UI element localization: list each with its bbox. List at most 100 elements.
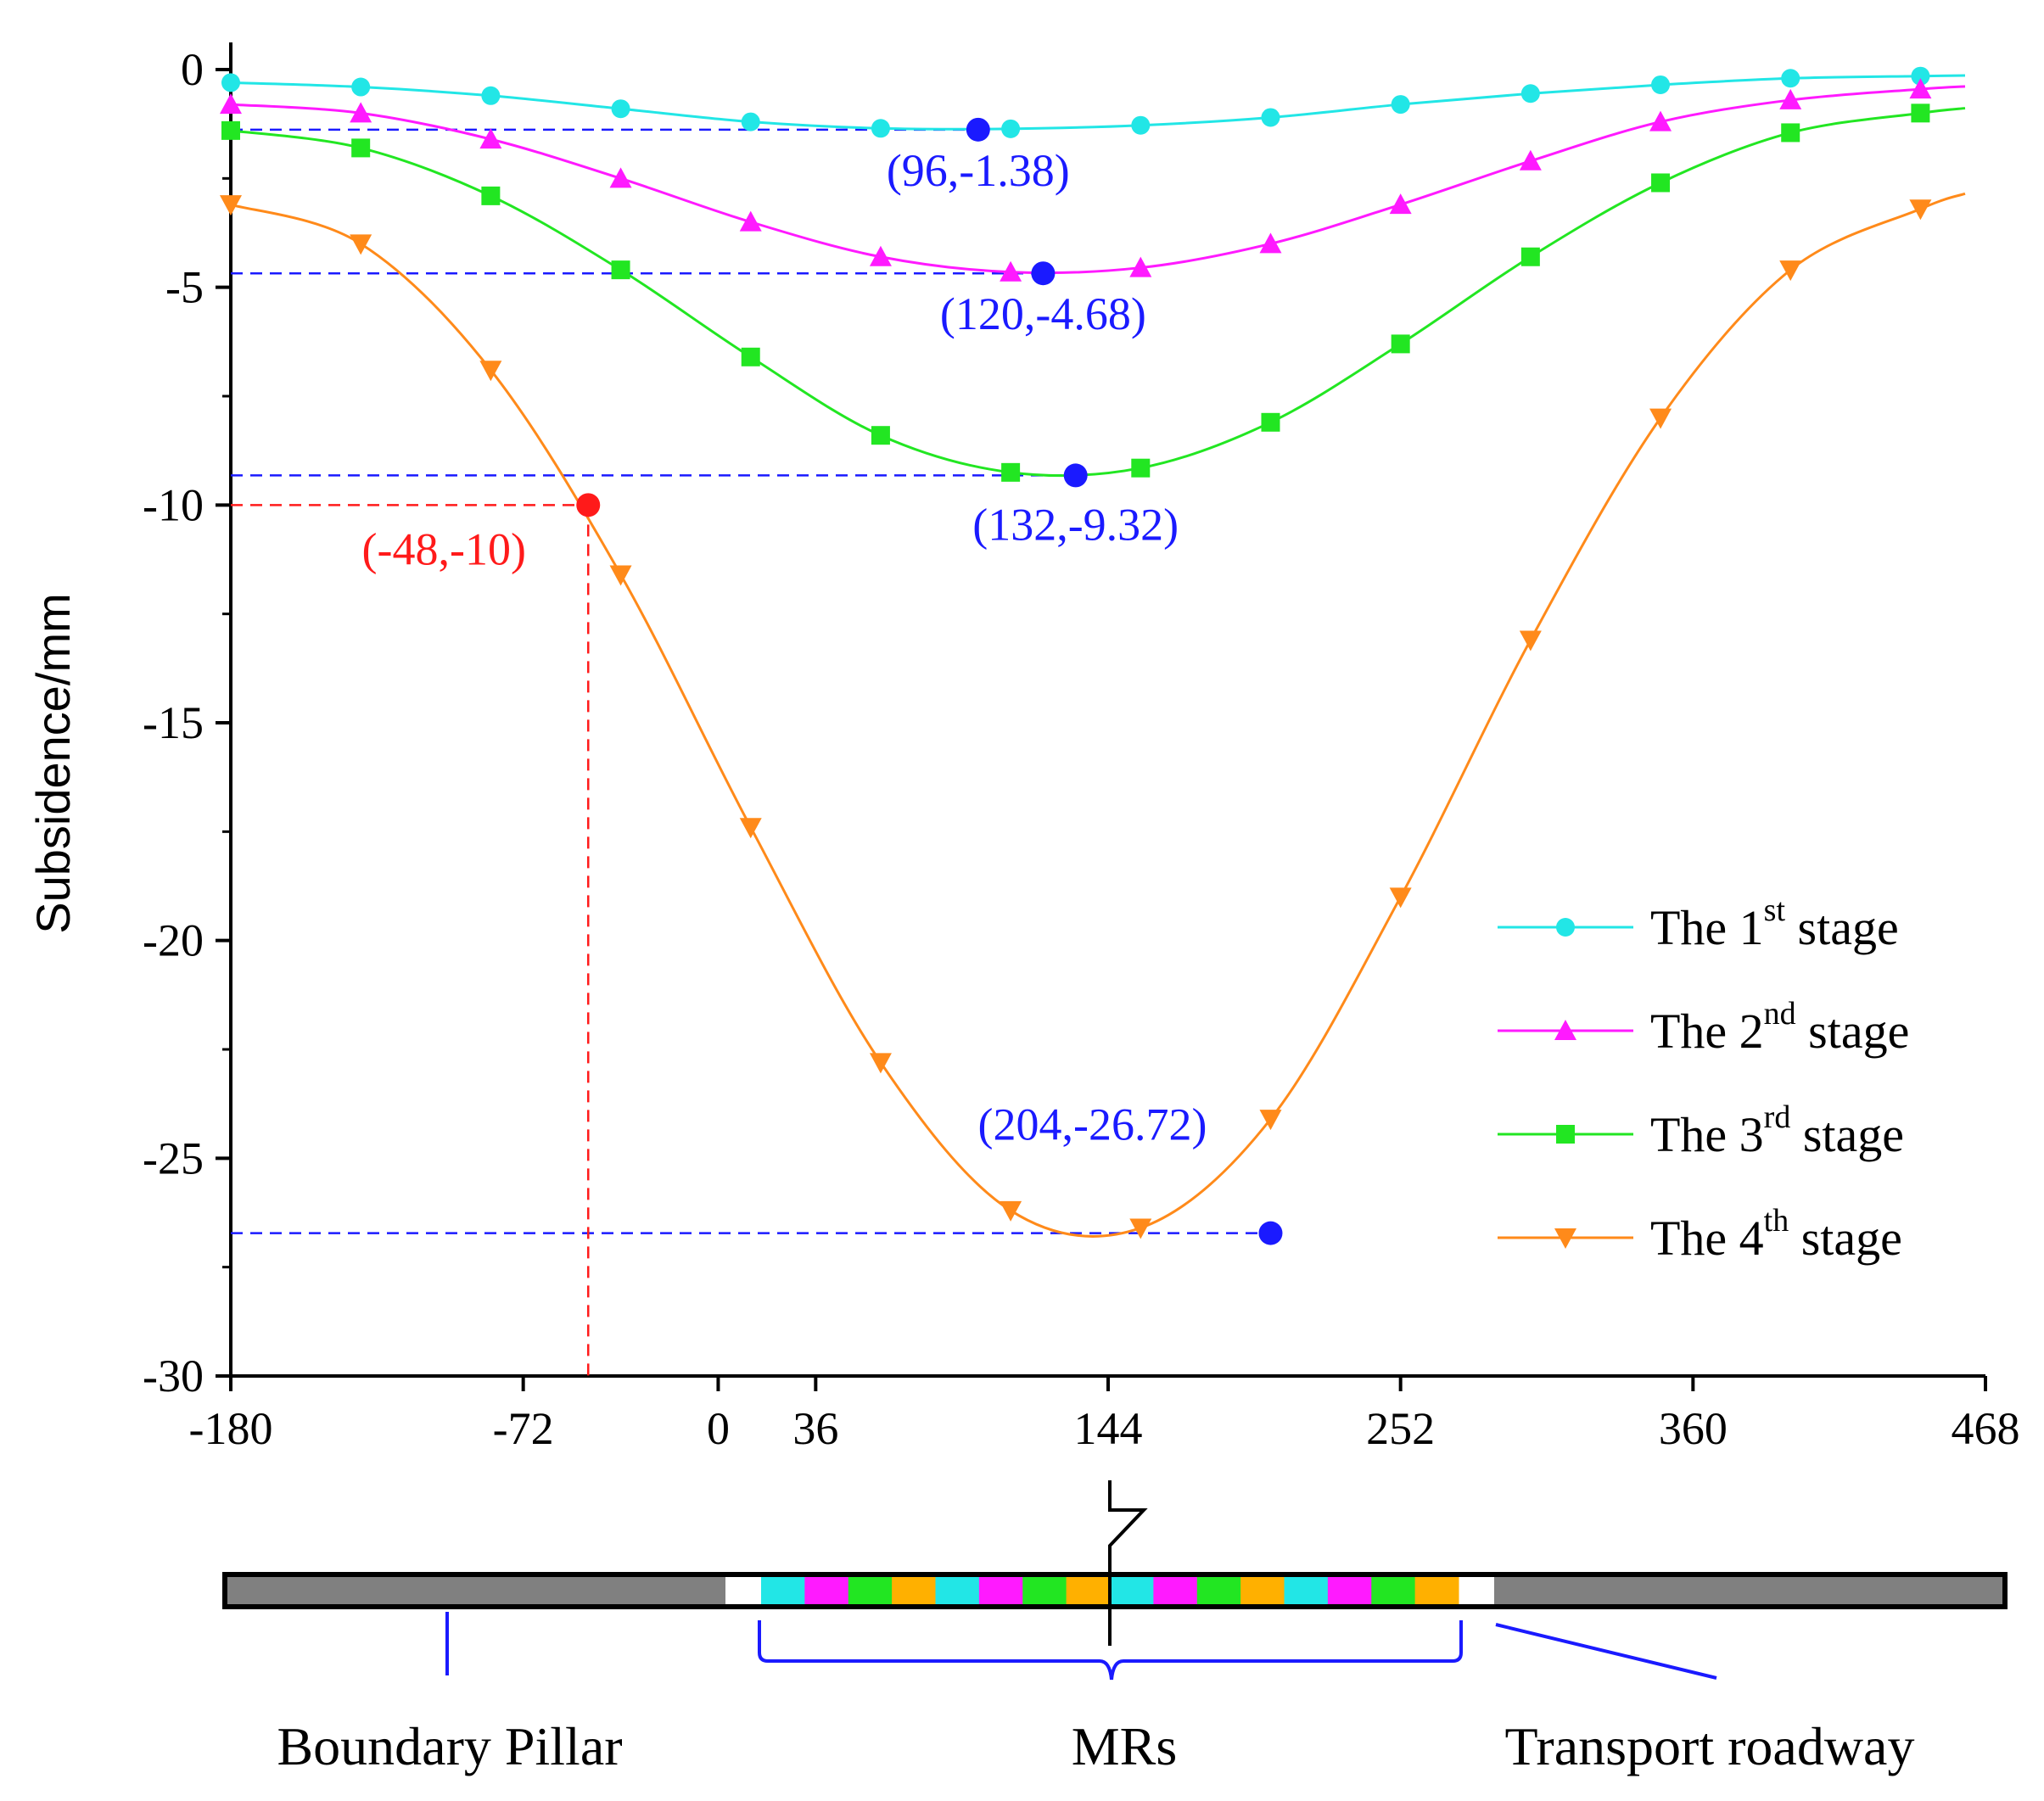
data-point (1519, 630, 1542, 652)
data-point (1554, 1228, 1576, 1249)
y-tick-label: -30 (143, 1351, 204, 1401)
data-point (1131, 115, 1151, 135)
annotations: (96,-1.38) (120,-4.68) (132,-9.32) (204,-26… (362, 117, 1283, 1245)
boundary-pillar-label: Boundary Pillar (277, 1716, 622, 1776)
transport-roadway-pointer (1495, 1623, 1717, 1680)
annotation-point (1031, 261, 1056, 286)
series-2 (220, 78, 1966, 282)
data-point (1911, 66, 1930, 86)
data-point (869, 245, 892, 266)
data-point (1781, 69, 1800, 88)
data-point (1649, 408, 1672, 429)
mining-room-cell (978, 1577, 1023, 1604)
series-line (230, 74, 1966, 131)
mining-room-cell (1414, 1577, 1459, 1604)
y-tick-label: -5 (165, 262, 204, 313)
x-ticks: -180 -72 0 36 144 252 360 468 (189, 1376, 2020, 1454)
mining-room-cell (1240, 1577, 1285, 1604)
annotation-label: (132,-9.32) (972, 499, 1179, 550)
data-point (481, 186, 501, 205)
data-point (1909, 199, 1932, 221)
annotation-label: (204,-26.72) (978, 1099, 1207, 1150)
mining-room-cell (848, 1577, 893, 1604)
data-point (1259, 232, 1282, 254)
x-tick-label: -72 (493, 1403, 554, 1454)
y-tick-label: -10 (143, 479, 204, 530)
data-point (739, 210, 762, 232)
data-point (1129, 256, 1152, 277)
data-point (479, 361, 502, 382)
data-point (220, 93, 242, 115)
mining-room-cell (935, 1577, 980, 1604)
x-tick-label: 144 (1074, 1403, 1143, 1454)
data-point (1651, 75, 1671, 94)
mining-diagram: Boundary Pillar MRs Transport roadway (222, 1480, 2008, 1776)
x-tick-label: 360 (1659, 1403, 1728, 1454)
series-line (230, 85, 1966, 275)
data-point (739, 818, 762, 839)
annotation-guides (231, 128, 1271, 1376)
data-point (741, 347, 760, 366)
mining-room-cell (1284, 1577, 1329, 1604)
x-tick-label: 0 (707, 1403, 730, 1454)
data-point (1391, 334, 1410, 354)
data-point (1259, 1110, 1282, 1131)
legend-label: The 1st stage (1650, 892, 1899, 955)
data-point (1779, 260, 1802, 282)
mining-room-cell (1022, 1577, 1067, 1604)
data-point (1651, 173, 1671, 193)
left-gap (725, 1577, 761, 1604)
annotation-point (1063, 463, 1088, 488)
data-point (609, 565, 632, 586)
mining-room-cell (1371, 1577, 1416, 1604)
series-line (230, 192, 1966, 1238)
mining-room-cell (1110, 1577, 1154, 1604)
mining-room-cell (804, 1577, 849, 1604)
data-point (1001, 462, 1021, 482)
annotation-point (1258, 1221, 1283, 1245)
data-point (1000, 1200, 1022, 1222)
data-point (1261, 108, 1280, 127)
data-point (1001, 119, 1021, 138)
x-tick-label: 252 (1366, 1403, 1435, 1454)
series-3 (221, 103, 1966, 482)
data-point (869, 1053, 892, 1074)
mining-room-cell (1066, 1577, 1111, 1604)
legend-label: The 3rd stage (1650, 1099, 1904, 1162)
mining-room-cell (761, 1577, 805, 1604)
legend: The 1st stage The 2nd stage The 3rd stage T… (1498, 892, 1909, 1266)
data-point (481, 86, 501, 105)
right-gap (1459, 1577, 1494, 1604)
data-point (1129, 1218, 1152, 1239)
data-point (1519, 149, 1542, 171)
mining-room-cell (1327, 1577, 1372, 1604)
data-point (1911, 103, 1930, 123)
annotation-point (576, 493, 601, 517)
series-layer (220, 66, 1966, 1239)
data-point (350, 102, 372, 123)
data-point (1520, 84, 1540, 103)
data-point (1556, 918, 1575, 937)
legend-item: The 3rd stage (1498, 1099, 1904, 1162)
series-1 (221, 66, 1966, 138)
legend-label: The 4th stage (1650, 1203, 1902, 1266)
y-tick-label: -20 (143, 915, 204, 966)
data-point (1389, 193, 1412, 215)
mining-room-cell (892, 1577, 936, 1604)
break-symbol (1108, 1480, 1148, 1646)
y-axis-label: Subsidence/mm (26, 593, 80, 934)
data-point (1391, 95, 1410, 115)
data-point (1389, 887, 1412, 909)
data-point (609, 167, 632, 188)
data-point (741, 112, 760, 131)
data-point (479, 128, 502, 149)
data-point (1131, 458, 1151, 478)
x-tick-label: 36 (792, 1403, 838, 1454)
data-point (350, 234, 372, 255)
data-point (871, 426, 890, 445)
data-point (1649, 110, 1672, 131)
x-tick-label: 468 (1952, 1403, 2020, 1454)
data-point (611, 99, 630, 119)
legend-item: The 1st stage (1498, 892, 1899, 955)
